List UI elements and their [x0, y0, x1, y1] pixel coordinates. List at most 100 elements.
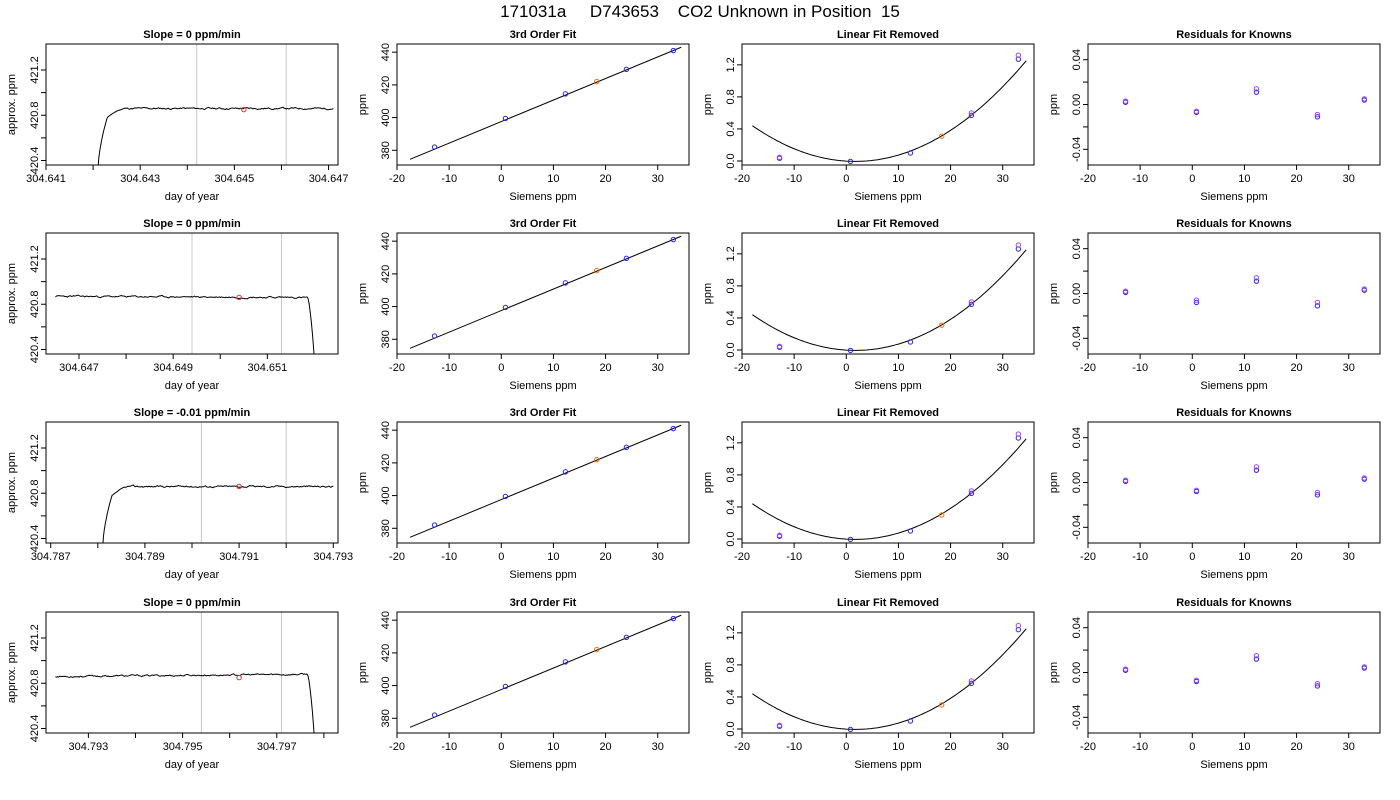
data-point	[431, 522, 438, 528]
plot-area	[409, 46, 682, 160]
data-point	[1122, 98, 1129, 104]
series-line	[55, 294, 315, 354]
data-point	[1314, 111, 1321, 118]
y-tick-label: 420	[380, 454, 392, 472]
series-line	[97, 106, 334, 165]
panel-title: Residuals for Knowns	[1176, 597, 1292, 609]
data-point	[1253, 464, 1260, 470]
x-tick-label: 30	[997, 362, 1009, 374]
y-tick-label: 0.8	[725, 89, 737, 104]
plot-frame	[1087, 232, 1381, 355]
y-axis-label: ppm	[357, 662, 369, 683]
y-axis-label: ppm	[1048, 283, 1060, 304]
fit-curve	[752, 60, 1027, 162]
plot-area	[1122, 464, 1368, 498]
data-point	[968, 680, 975, 687]
x-tick-label: 304.649	[153, 362, 193, 374]
y-tick-label: 421.2	[29, 245, 41, 273]
panel-r1-c1: Slope = 0 ppm/min 304.641 304.643 304.645 30…	[6, 29, 348, 203]
data-point	[431, 144, 438, 150]
y-tick-label: 0.00	[1071, 283, 1083, 304]
data-point	[431, 712, 438, 718]
data-point	[1361, 96, 1368, 102]
x-axis-label: day of year	[165, 191, 220, 203]
data-point	[939, 702, 945, 708]
y-tick-label: 0.04	[1071, 617, 1083, 638]
data-point	[1361, 664, 1368, 670]
data-point	[968, 301, 975, 308]
fit-line	[409, 424, 682, 538]
y-tick-label: 0.4	[725, 121, 737, 136]
x-tick-label: -10	[786, 551, 802, 563]
y-tick-label: 0.8	[725, 467, 737, 482]
data-point	[968, 488, 975, 494]
data-point	[776, 343, 783, 350]
y-tick-label: 0.04	[1071, 49, 1083, 70]
y-tick-label: 421.2	[29, 624, 41, 652]
fit-curve	[752, 628, 1027, 730]
plot-frame	[45, 421, 339, 544]
panel-r4-c3: Linear Fit Removed -20 -10 0 10 20 30 0.0 0.4 0.8…	[702, 597, 1035, 771]
x-tick-label: -20	[1080, 741, 1096, 753]
y-axis-label: ppm	[702, 662, 714, 683]
y-tick-label: 0.8	[725, 657, 737, 672]
y-tick-label: 420.8	[29, 101, 41, 129]
data-point	[562, 469, 569, 475]
y-tick-label: 0.0	[725, 342, 737, 357]
x-tick-label: -20	[1080, 362, 1096, 374]
data-point	[562, 659, 569, 665]
plot-frame	[741, 232, 1035, 355]
y-tick-label: -0.04	[1071, 705, 1083, 730]
plot-area	[1122, 275, 1368, 309]
data-point	[1122, 477, 1129, 483]
data-point	[1253, 652, 1260, 659]
data-point	[1314, 492, 1321, 498]
panel-title: Linear Fit Removed	[837, 29, 939, 41]
y-axis-label: ppm	[702, 283, 714, 304]
x-axis-label: Siemens ppm	[509, 569, 576, 581]
y-axis-label: ppm	[357, 283, 369, 304]
data-point	[1314, 114, 1321, 120]
panel-r4-c4: Residuals for Knowns -20 -10 0 10 20 30 -0.04 0.…	[1048, 597, 1381, 771]
y-tick-label: 440	[380, 421, 392, 439]
plot-frame	[396, 232, 690, 355]
y-tick-label: 440	[380, 611, 392, 629]
x-tick-label: -20	[389, 551, 405, 563]
x-tick-label: -20	[1080, 551, 1096, 563]
x-tick-label: 20	[944, 741, 956, 753]
x-tick-label: -20	[734, 173, 750, 185]
data-point	[1253, 467, 1260, 473]
x-tick-label: 30	[652, 173, 664, 185]
x-tick-label: -10	[1132, 741, 1148, 753]
data-point	[594, 267, 600, 274]
x-tick-label: -10	[1132, 551, 1148, 563]
unknown-point	[241, 106, 247, 113]
plot-frame	[741, 43, 1035, 166]
y-tick-label: 420	[380, 265, 392, 283]
x-tick-label: 0	[1189, 741, 1195, 753]
x-tick-label: -10	[441, 741, 457, 753]
y-tick-label: 1.2	[725, 246, 737, 261]
y-tick-label: 420	[380, 76, 392, 94]
x-tick-label: -20	[389, 741, 405, 753]
y-tick-label: 0.04	[1071, 238, 1083, 259]
series-line	[102, 484, 334, 543]
x-tick-label: 30	[997, 551, 1009, 563]
x-tick-label: 20	[1290, 551, 1302, 563]
x-tick-label: 304.791	[219, 551, 259, 563]
data-point	[907, 718, 914, 724]
x-axis-label: Siemens ppm	[854, 569, 921, 581]
x-axis-label: Siemens ppm	[1200, 569, 1267, 581]
plot-frame	[396, 421, 690, 544]
data-point	[776, 722, 783, 729]
y-tick-label: 0.4	[725, 499, 737, 514]
y-axis-label: ppm	[357, 472, 369, 493]
x-tick-label: 10	[547, 741, 559, 753]
x-tick-label: 10	[547, 551, 559, 563]
data-point	[1122, 288, 1129, 294]
y-tick-label: 380	[380, 709, 392, 727]
panel-title: Slope = 0 ppm/min	[143, 597, 241, 609]
y-tick-label: 421.2	[29, 56, 41, 84]
y-tick-label: -0.04	[1071, 326, 1083, 351]
data-point	[968, 490, 975, 497]
